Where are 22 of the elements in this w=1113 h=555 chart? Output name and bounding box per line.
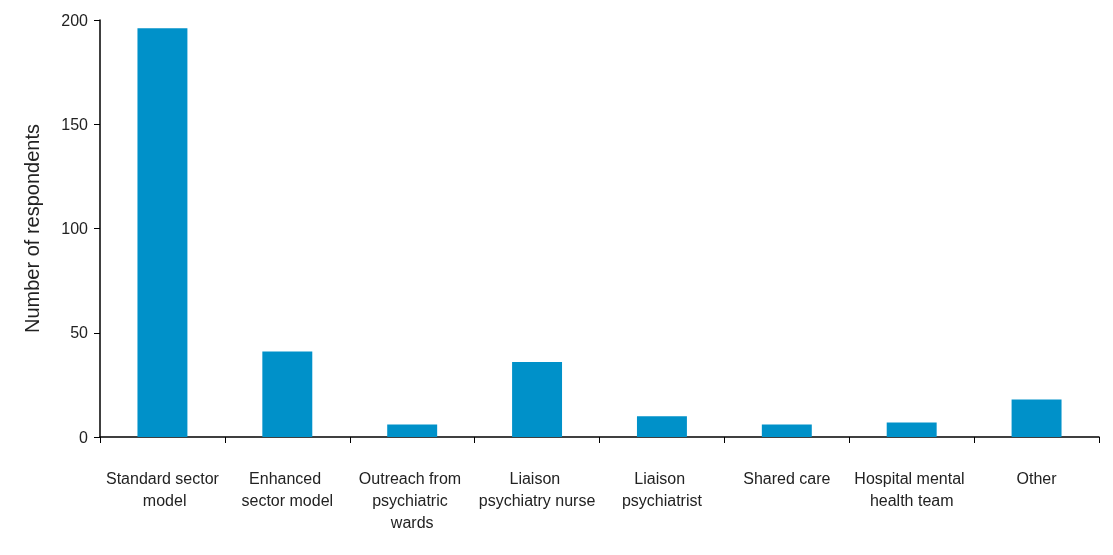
y-tick-label: 200 [61, 11, 89, 29]
x-tick-label: Liaison psychiatrist [621, 469, 703, 509]
bar [262, 351, 313, 437]
x-tick-label: Liaison psychiatry nurse [478, 469, 596, 509]
x-tick-label: Enhanced sector model [241, 469, 334, 509]
bar [512, 361, 563, 437]
x-tick-label: Outreach from psychiatric wards [358, 469, 466, 531]
bar [137, 28, 188, 437]
y-tick-label: 0 [79, 428, 89, 446]
bar [761, 424, 812, 437]
x-tick-label: Other [1016, 469, 1058, 487]
y-tick-label: 150 [61, 115, 89, 133]
bar [636, 416, 687, 437]
y-tick-label: 50 [70, 324, 89, 342]
y-axis-title: Number of respondents [21, 123, 43, 334]
x-tick-label: Shared care [743, 469, 831, 487]
x-tick-label: Standard sector model [105, 469, 220, 509]
x-tick-label: Hospital mental health team [854, 469, 970, 509]
bar [886, 422, 937, 437]
bar [1011, 399, 1062, 437]
bar [387, 424, 438, 437]
y-tick-label: 100 [61, 220, 89, 237]
